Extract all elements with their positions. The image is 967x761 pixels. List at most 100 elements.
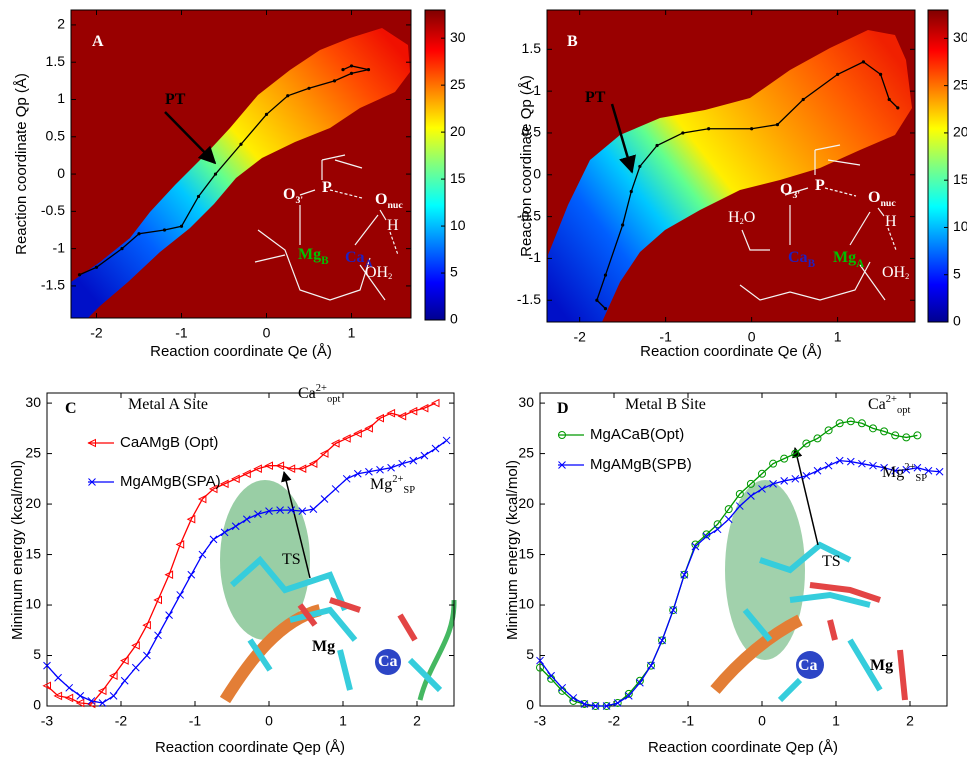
annotation-part: O <box>868 189 880 206</box>
x-axis-label: Reaction coordinate Qe (Å) <box>150 343 332 360</box>
annotation: Mg2+SP <box>370 474 415 496</box>
x-axis-label: Reaction coordinate Qep (Å) <box>648 739 838 756</box>
marker <box>153 595 162 605</box>
colorbar-tick-label: 10 <box>450 217 466 233</box>
x-tick-label: -2 <box>608 713 621 729</box>
marker <box>286 464 296 474</box>
y-tick-label: 1.5 <box>522 40 542 56</box>
marker <box>680 570 689 579</box>
y-tick-label: -1.5 <box>517 291 541 307</box>
marker <box>558 431 566 439</box>
marker <box>75 698 85 708</box>
y-tick-label: -1.5 <box>41 277 65 293</box>
marker <box>276 506 284 514</box>
y-axis-label: Reaction coordinate Qp (Å) <box>13 73 30 255</box>
marker <box>164 570 174 580</box>
marker <box>891 466 900 475</box>
marker <box>602 702 611 710</box>
marker <box>680 570 689 579</box>
annotation-part: 3' <box>295 195 303 206</box>
marker <box>431 444 440 453</box>
marker <box>580 700 589 708</box>
marker <box>724 505 733 514</box>
marker <box>409 456 418 465</box>
y-tick-label: 25 <box>518 444 534 460</box>
annotation-part: opt <box>897 405 911 416</box>
annotation-part: Ca <box>378 653 398 670</box>
path-point <box>621 223 625 227</box>
y-tick-label: -0.5 <box>517 207 541 223</box>
colorbar-tick-label: 25 <box>450 76 466 92</box>
x-tick-label: -2 <box>115 713 128 729</box>
annotation: O3' <box>780 181 800 201</box>
y-tick-label: 1.5 <box>46 53 66 69</box>
x-tick-label: 0 <box>263 325 271 341</box>
y-tick-label: 15 <box>25 545 41 561</box>
x-tick-label: -3 <box>534 713 547 729</box>
y-tick-label: 5 <box>526 646 534 662</box>
marker <box>408 406 418 416</box>
marker <box>208 484 218 494</box>
marker <box>387 463 395 472</box>
annotation-part: OH <box>882 264 906 281</box>
marker <box>353 469 362 478</box>
marker <box>98 699 107 707</box>
x-tick-label: 0 <box>265 713 273 729</box>
y-tick-label: 25 <box>25 444 41 460</box>
marker <box>791 449 800 458</box>
marker <box>713 525 722 534</box>
annotation-part: 2+ <box>392 474 403 485</box>
annotation-part: TS <box>822 553 841 570</box>
marker <box>636 678 644 687</box>
annotation-part: B <box>567 33 578 50</box>
marker <box>253 464 262 474</box>
marker <box>242 469 251 479</box>
marker <box>735 489 744 498</box>
annotation-part: Ca <box>798 657 818 674</box>
y-tick-label: 30 <box>25 394 41 410</box>
marker <box>802 439 811 448</box>
marker <box>198 550 207 559</box>
marker <box>219 479 229 489</box>
annotation-part: B <box>321 255 329 267</box>
marker <box>364 424 373 433</box>
y-tick-label: -0.5 <box>41 202 65 218</box>
x-tick-label: -1 <box>175 325 188 341</box>
annotation-part: 3' <box>792 190 800 201</box>
path-point <box>603 307 608 311</box>
marker <box>108 671 118 681</box>
marker <box>691 542 700 551</box>
marker <box>265 507 273 515</box>
path-point <box>366 68 371 72</box>
marker <box>320 495 329 503</box>
marker <box>331 485 340 493</box>
path-point <box>879 72 883 77</box>
marker <box>924 466 933 475</box>
marker <box>386 408 396 418</box>
colorbar-tick-label: 20 <box>953 124 967 140</box>
path-point <box>349 71 354 75</box>
marker <box>591 702 600 710</box>
path-point <box>341 68 345 72</box>
marker <box>309 505 318 513</box>
path-point <box>629 189 633 194</box>
energy-surface <box>71 28 410 318</box>
colorbar-tick-label: 10 <box>953 218 967 234</box>
marker <box>220 528 229 537</box>
path-point <box>264 112 269 117</box>
annotation-part: opt <box>327 394 341 405</box>
annotation: OH2 <box>365 264 392 282</box>
marker <box>154 631 162 640</box>
annotation: P <box>815 177 825 194</box>
plot-frame <box>46 392 455 707</box>
y-tick-label: 20 <box>518 495 534 511</box>
marker <box>254 510 262 519</box>
marker <box>43 661 51 670</box>
x-tick-label: 2 <box>906 713 914 729</box>
marker <box>398 459 407 468</box>
marker <box>109 692 118 700</box>
marker <box>902 465 911 474</box>
y-tick-label: 20 <box>25 495 41 511</box>
marker <box>713 520 722 529</box>
marker <box>913 463 922 472</box>
